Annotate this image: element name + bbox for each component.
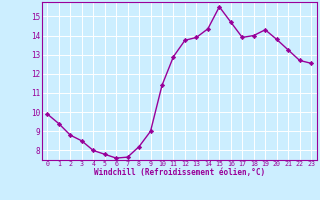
X-axis label: Windchill (Refroidissement éolien,°C): Windchill (Refroidissement éolien,°C) bbox=[94, 168, 265, 178]
